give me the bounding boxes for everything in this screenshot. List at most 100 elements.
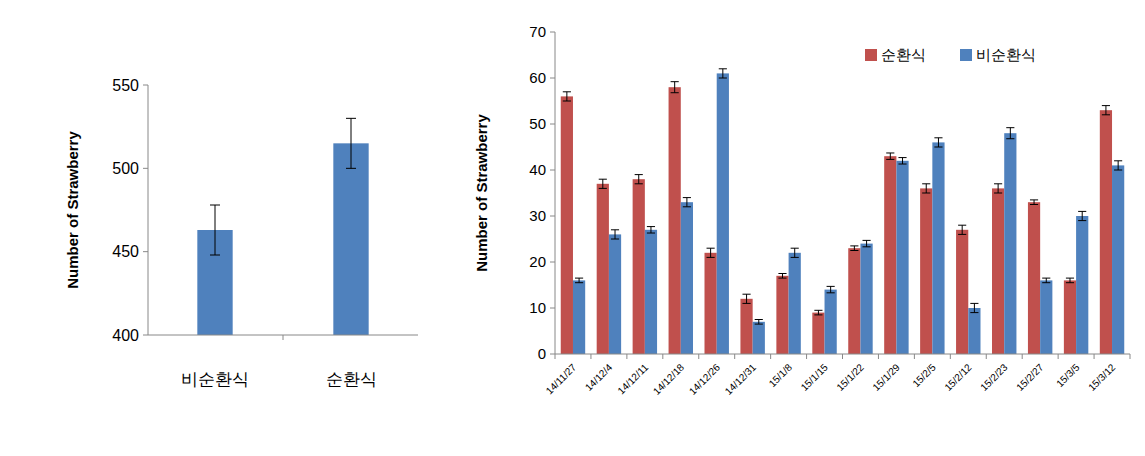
- error-bar-line: [863, 240, 871, 246]
- x-tick: [1058, 354, 1059, 359]
- error-bar: [635, 175, 643, 184]
- bar: [717, 73, 729, 354]
- error-bar-line: [970, 303, 978, 312]
- bar: [609, 234, 621, 354]
- error-bar-line: [346, 118, 356, 168]
- bar: [740, 299, 752, 354]
- error-bar: [814, 310, 822, 315]
- y-tick-label: 0: [538, 345, 546, 362]
- error-bar-line: [827, 286, 835, 292]
- error-bar-line: [1030, 200, 1038, 205]
- bar: [669, 87, 681, 354]
- error-bar-line: [958, 225, 966, 234]
- bar: [968, 308, 980, 354]
- error-bar: [707, 248, 715, 257]
- bar: [1076, 216, 1088, 354]
- error-bar: [755, 320, 763, 325]
- bars: [197, 143, 368, 335]
- y-tick-label: 500: [112, 160, 139, 177]
- error-bar: [647, 227, 655, 233]
- y-axis: [555, 32, 556, 354]
- error-bar-line: [1066, 278, 1074, 283]
- y-tick: [550, 170, 555, 171]
- x-tick-label: 15/2/23: [978, 361, 1010, 393]
- x-tick-label: 순환식: [326, 370, 377, 389]
- error-bar-line: [1078, 211, 1086, 220]
- bar: [860, 244, 872, 354]
- error-bar-line: [850, 246, 858, 251]
- x-tick: [626, 354, 627, 359]
- error-bar: [719, 69, 727, 78]
- x-tick-label: 비순환식: [181, 370, 249, 389]
- y-tick-label: 70: [529, 23, 546, 40]
- bar: [333, 143, 368, 335]
- x-tick-label: 14/12/4: [583, 361, 615, 393]
- error-bar: [778, 274, 786, 279]
- y-tick: [143, 168, 148, 169]
- x-tick-label: 14/12/31: [723, 361, 759, 397]
- bar: [825, 290, 837, 354]
- error-bar: [863, 240, 871, 246]
- bar: [573, 280, 585, 354]
- x-tick-label: 15/2/12: [942, 361, 974, 393]
- bar: [561, 96, 573, 354]
- error-bar-line: [611, 230, 619, 239]
- x-tick-label: 14/12/11: [615, 361, 650, 396]
- error-bar: [1066, 278, 1074, 283]
- error-bar-line: [814, 310, 822, 315]
- error-bar: [575, 278, 583, 283]
- error-bar: [898, 158, 906, 164]
- x-tick: [698, 354, 699, 359]
- x-tick: [590, 354, 591, 359]
- y-tick-label: 20: [529, 253, 546, 270]
- error-bar: [1078, 211, 1086, 220]
- error-bar-line: [671, 82, 679, 93]
- x-tick-label: 15/1/29: [870, 361, 902, 393]
- y-axis-label: Number of Strawberry: [64, 131, 81, 289]
- figure: 400450500550비순환식순환식Number of Strawberry0…: [0, 0, 1145, 456]
- error-bar-line: [742, 294, 750, 303]
- bar: [956, 230, 968, 354]
- y-tick: [550, 78, 555, 79]
- error-bar-line: [210, 205, 220, 255]
- y-tick: [550, 354, 555, 355]
- bar: [932, 142, 944, 354]
- y-tick-label: 60: [529, 69, 546, 86]
- error-bar: [850, 246, 858, 251]
- error-bar: [886, 153, 894, 159]
- y-tick-label: 400: [112, 327, 139, 344]
- x-tick-label: 14/12/26: [687, 361, 723, 397]
- bar: [1112, 165, 1124, 354]
- error-bar-line: [1042, 278, 1050, 283]
- legend: 순환식비순환식: [865, 46, 1036, 63]
- error-bar: [791, 248, 799, 257]
- error-bar-line: [1114, 161, 1122, 170]
- error-bar-line: [599, 179, 607, 188]
- error-bar: [958, 225, 966, 234]
- error-bar-line: [922, 184, 930, 193]
- y-axis: [148, 85, 149, 335]
- bars: [561, 73, 1125, 354]
- error-bar: [1030, 200, 1038, 205]
- error-bar-line: [563, 92, 571, 101]
- error-bar: [683, 198, 691, 207]
- error-bar: [970, 303, 978, 312]
- x-tick-label: 15/2/27: [1014, 361, 1046, 393]
- x-tick: [1022, 354, 1023, 359]
- x-tick-label: 15/3/12: [1086, 361, 1118, 393]
- error-bar-line: [994, 184, 1002, 193]
- bar: [1004, 133, 1016, 354]
- x-tick: [806, 354, 807, 359]
- bar: [992, 188, 1004, 354]
- x-tick-label: 15/2/5: [910, 361, 938, 389]
- error-bar-line: [791, 248, 799, 257]
- bar: [1040, 280, 1052, 354]
- legend-swatch: [960, 49, 972, 61]
- chart: 400450500550비순환식순환식Number of Strawberry: [64, 77, 418, 389]
- x-tick: [283, 335, 284, 340]
- bar: [705, 253, 717, 354]
- x-tick: [662, 354, 663, 359]
- error-bar: [742, 294, 750, 303]
- x-tick-label: 14/11/27: [544, 361, 579, 396]
- x-tick: [950, 354, 951, 359]
